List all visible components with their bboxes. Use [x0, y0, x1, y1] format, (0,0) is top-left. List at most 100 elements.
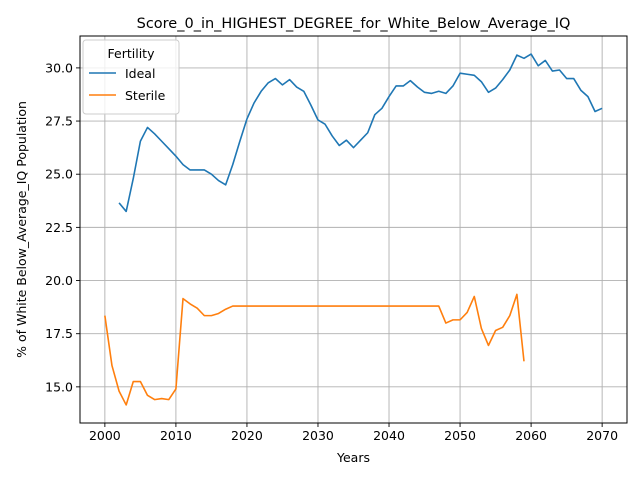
data-point — [488, 345, 490, 347]
data-point — [424, 92, 426, 94]
data-point — [466, 312, 468, 314]
data-point — [559, 69, 561, 71]
data-point — [431, 93, 433, 95]
data-point — [331, 305, 333, 307]
data-point — [310, 305, 312, 307]
data-point — [374, 305, 376, 307]
data-point — [317, 305, 319, 307]
data-point — [473, 75, 475, 77]
data-point — [275, 78, 277, 80]
x-axis-label: Years — [336, 450, 370, 465]
x-tick-label: 2040 — [373, 428, 405, 443]
data-point — [495, 330, 497, 332]
legend: Fertility Ideal Sterile — [82, 39, 180, 115]
axis-ticks: 2000 2010 2020 2030 2040 2050 2060 2070 15.0 17.5… — [45, 60, 618, 443]
data-point — [417, 86, 419, 88]
data-point — [125, 404, 127, 406]
data-point — [196, 307, 198, 309]
data-point — [168, 148, 170, 150]
y-tick-label: 17.5 — [45, 326, 73, 341]
data-point — [466, 73, 468, 75]
data-point — [303, 90, 305, 92]
data-point — [587, 96, 589, 98]
data-point — [424, 305, 426, 307]
data-point — [303, 305, 305, 307]
data-point — [438, 90, 440, 92]
data-point — [346, 139, 348, 141]
data-point — [147, 127, 149, 129]
x-tick-label: 2070 — [586, 428, 618, 443]
data-point — [140, 381, 142, 383]
data-point — [594, 111, 596, 113]
data-point — [459, 72, 461, 74]
data-point — [161, 398, 163, 400]
data-point — [410, 305, 412, 307]
y-tick-label: 27.5 — [45, 114, 73, 129]
data-point — [481, 81, 483, 83]
data-point — [324, 123, 326, 125]
data-point — [232, 305, 234, 307]
data-point — [346, 305, 348, 307]
y-tick-label: 22.5 — [45, 220, 73, 235]
data-point — [331, 135, 333, 137]
data-point — [140, 140, 142, 142]
data-point — [175, 388, 177, 390]
data-point — [459, 319, 461, 321]
data-point — [111, 365, 113, 367]
data-point — [381, 108, 383, 110]
data-point — [189, 303, 191, 305]
data-point — [182, 298, 184, 300]
data-point — [289, 79, 291, 81]
data-point — [402, 305, 404, 307]
data-point — [168, 399, 170, 401]
data-point — [260, 305, 262, 307]
data-point — [204, 315, 206, 317]
data-point — [452, 85, 454, 87]
data-point — [196, 169, 198, 171]
data-point — [367, 132, 369, 134]
data-point — [246, 118, 248, 120]
data-point — [310, 104, 312, 106]
data-point — [282, 84, 284, 86]
data-point — [360, 139, 362, 141]
data-point — [452, 319, 454, 321]
data-point — [410, 80, 412, 82]
data-point — [253, 102, 255, 104]
data-point — [481, 328, 483, 330]
data-point — [239, 305, 241, 307]
data-point — [573, 78, 575, 80]
data-point — [118, 390, 120, 392]
data-point — [395, 85, 397, 87]
x-tick-label: 2050 — [444, 428, 476, 443]
data-point — [417, 305, 419, 307]
data-point — [445, 322, 447, 324]
grid-lines — [80, 36, 627, 423]
y-tick-label: 30.0 — [45, 60, 73, 75]
plot-frame — [79, 35, 628, 424]
data-point — [289, 305, 291, 307]
data-point — [104, 315, 106, 317]
legend-items: Ideal Sterile — [89, 66, 166, 103]
data-point — [502, 79, 504, 81]
data-point — [338, 145, 340, 147]
data-point — [296, 305, 298, 307]
data-point — [523, 58, 525, 60]
data-point — [267, 82, 269, 84]
data-point — [260, 90, 262, 92]
series-line-sterile — [104, 293, 525, 406]
data-point — [218, 313, 220, 315]
data-point — [211, 173, 213, 175]
series-line-ideal — [118, 53, 603, 213]
data-point — [147, 395, 149, 397]
data-point — [516, 54, 518, 56]
data-point — [523, 361, 525, 363]
data-point — [338, 305, 340, 307]
series-sterile — [104, 293, 525, 406]
data-point — [275, 305, 277, 307]
data-point — [118, 202, 120, 204]
data-point — [438, 305, 440, 307]
y-tick-label: 25.0 — [45, 167, 73, 182]
data-point — [516, 294, 518, 296]
data-point — [537, 65, 539, 67]
x-tick-label: 2010 — [160, 428, 192, 443]
